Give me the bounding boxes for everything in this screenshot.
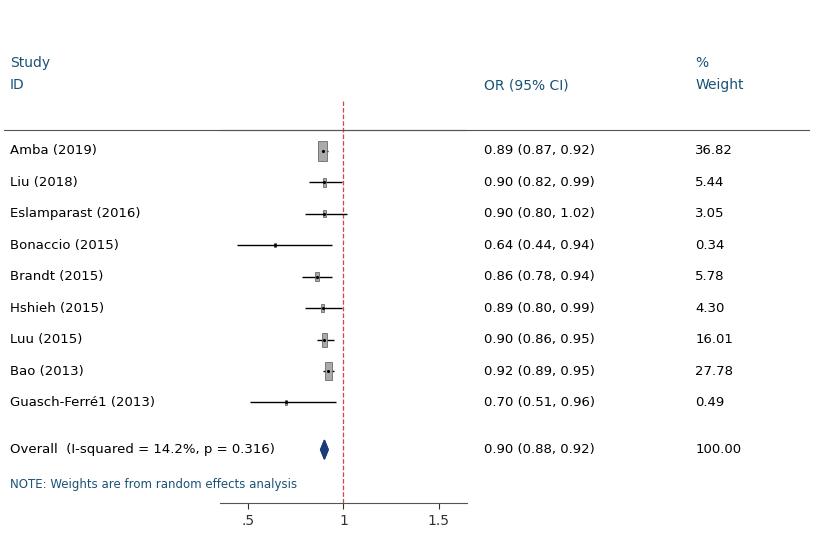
Text: %: % [695,56,708,70]
Text: Bonaccio (2015): Bonaccio (2015) [10,239,119,252]
Text: 3.05: 3.05 [695,207,724,220]
FancyBboxPatch shape [323,178,326,187]
Text: 0.49: 0.49 [695,396,724,409]
FancyBboxPatch shape [321,333,328,347]
Text: 0.86 (0.78, 0.94): 0.86 (0.78, 0.94) [484,270,594,283]
Text: Amba (2019): Amba (2019) [10,144,97,158]
FancyBboxPatch shape [315,272,319,281]
FancyBboxPatch shape [285,400,287,405]
Text: Weight: Weight [695,78,744,92]
Text: 0.90 (0.88, 0.92): 0.90 (0.88, 0.92) [484,443,594,456]
Text: 5.78: 5.78 [695,270,724,283]
Text: Eslamparast (2016): Eslamparast (2016) [10,207,141,220]
Text: 100.00: 100.00 [695,443,741,456]
Text: 0.89 (0.80, 0.99): 0.89 (0.80, 0.99) [484,302,594,315]
Text: Guasch-Ferré1 (2013): Guasch-Ferré1 (2013) [10,396,154,409]
Polygon shape [320,440,328,459]
Text: 0.89 (0.87, 0.92): 0.89 (0.87, 0.92) [484,144,594,158]
FancyBboxPatch shape [319,141,327,161]
FancyBboxPatch shape [274,243,276,247]
Text: 0.90 (0.80, 1.02): 0.90 (0.80, 1.02) [484,207,594,220]
Text: 27.78: 27.78 [695,364,733,377]
Text: 0.70 (0.51, 0.96): 0.70 (0.51, 0.96) [484,396,595,409]
Text: Liu (2018): Liu (2018) [10,176,77,189]
Text: Bao (2013): Bao (2013) [10,364,84,377]
FancyBboxPatch shape [323,210,326,217]
Text: Luu (2015): Luu (2015) [10,333,82,346]
FancyBboxPatch shape [321,304,324,312]
Text: 36.82: 36.82 [695,144,733,158]
Text: NOTE: Weights are from random effects analysis: NOTE: Weights are from random effects an… [10,478,297,491]
Text: 0.92 (0.89, 0.95): 0.92 (0.89, 0.95) [484,364,594,377]
Text: 0.90 (0.86, 0.95): 0.90 (0.86, 0.95) [484,333,594,346]
Text: 0.34: 0.34 [695,239,724,252]
Text: 0.90 (0.82, 0.99): 0.90 (0.82, 0.99) [484,176,594,189]
Text: 4.30: 4.30 [695,302,724,315]
Text: OR (95% CI): OR (95% CI) [484,78,568,92]
Text: Brandt (2015): Brandt (2015) [10,270,103,283]
Text: Hshieh (2015): Hshieh (2015) [10,302,104,315]
FancyBboxPatch shape [324,362,332,380]
Text: 0.64 (0.44, 0.94): 0.64 (0.44, 0.94) [484,239,594,252]
Text: 5.44: 5.44 [695,176,724,189]
Text: ID: ID [10,78,24,92]
Text: 16.01: 16.01 [695,333,733,346]
Text: Study: Study [10,56,50,70]
Text: Overall  (I-squared = 14.2%, p = 0.316): Overall (I-squared = 14.2%, p = 0.316) [10,443,275,456]
